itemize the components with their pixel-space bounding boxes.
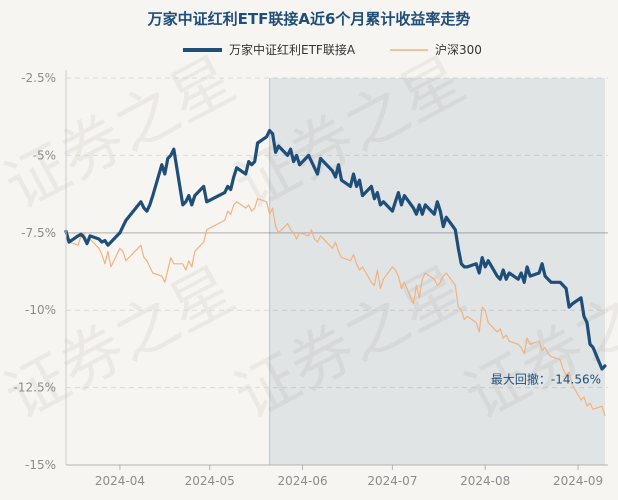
y-tick-label: -10% <box>25 303 56 317</box>
y-tick-label: -15% <box>25 458 56 472</box>
x-tick-label: 2024-04 <box>95 474 145 488</box>
legend-label-index: 沪深300 <box>435 43 482 57</box>
chart-title: 万家中证红利ETF联接A近6个月累计收益率走势 <box>147 10 471 28</box>
y-tick-label: -5% <box>33 148 56 162</box>
y-tick-label: -7.5% <box>21 226 56 240</box>
x-tick-label: 2024-08 <box>460 474 510 488</box>
y-tick-label: -12.5% <box>14 381 56 395</box>
drawdown-shade <box>269 78 606 465</box>
y-tick-label: -2.5% <box>21 71 56 85</box>
x-tick-label: 2024-09 <box>553 474 603 488</box>
legend-label-fund: 万家中证红利ETF联接A <box>229 42 356 57</box>
legend: 万家中证红利ETF联接A 沪深300 <box>183 42 482 57</box>
drawdown-region <box>269 78 606 465</box>
axes: 2024-04 2024-05 2024-06 2024-07 2024-08 2024-… <box>65 70 608 488</box>
x-tick-label: 2024-05 <box>185 474 235 488</box>
watermark-text: 证券之星 <box>0 42 246 223</box>
max-drawdown-label: 最大回撤：-14.56% <box>491 372 601 387</box>
series-line-index <box>65 198 606 417</box>
x-tick-label: 2024-07 <box>367 474 417 488</box>
series-lines <box>64 129 607 417</box>
series-line-fund <box>64 129 607 371</box>
watermark-text: 证券之星 <box>0 252 246 433</box>
x-tick-label: 2024-06 <box>277 474 327 488</box>
annotations: 最大回撤：-14.56% <box>491 372 601 387</box>
